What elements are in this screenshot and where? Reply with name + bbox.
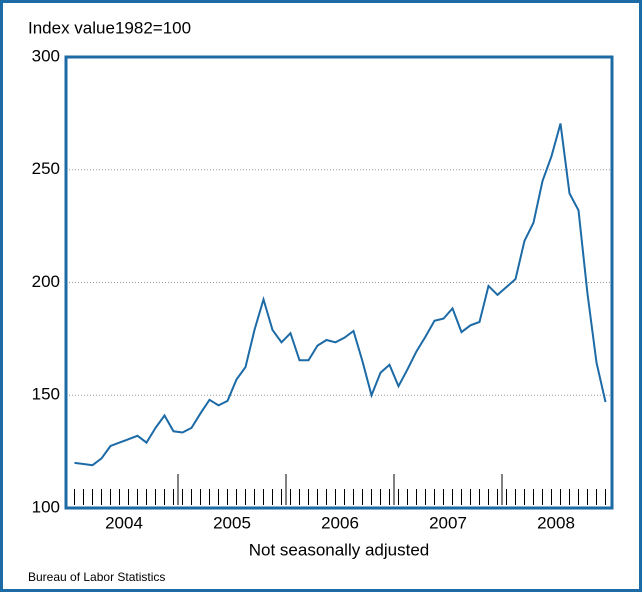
chart-title: Index value1982=100 [28,18,191,37]
x-tick-label: 2006 [321,513,359,532]
x-axis-label: Not seasonally adjusted [249,540,430,559]
x-tick-label: 2004 [105,513,143,532]
plot-frame [64,55,614,510]
x-tick-label: 2007 [429,513,467,532]
source: Bureau of Labor Statistics [28,570,165,584]
y-tick-label: 100 [32,497,60,516]
y-tick-label: 250 [32,159,60,178]
x-tick-label: 2005 [213,513,251,532]
x-tick-label: 2008 [537,513,575,532]
y-tick-label: 200 [32,272,60,291]
data-line [74,123,607,467]
y-tick-label: 300 [32,46,60,65]
y-tick-label: 150 [32,385,60,404]
